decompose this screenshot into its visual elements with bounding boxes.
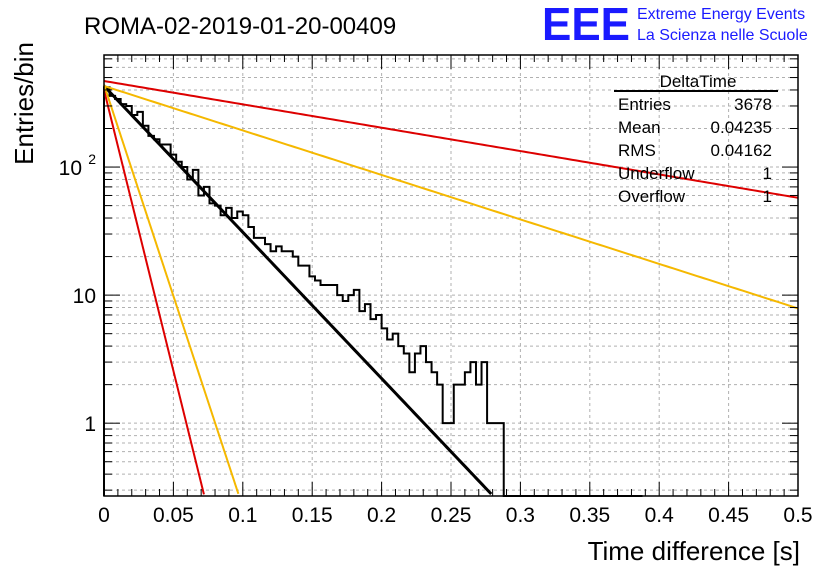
stats-row-label: RMS — [618, 141, 656, 160]
stats-row-label: Overflow — [618, 187, 686, 206]
x-tick-label: 0.25 — [431, 504, 472, 527]
fit-curve — [102, 84, 493, 496]
x-tick-label: 0.15 — [292, 504, 333, 527]
stats-row-label: Entries — [618, 95, 671, 114]
x-tick-label: 0.05 — [153, 504, 194, 527]
chart-title: ROMA-02-2019-01-20-00409 — [84, 13, 396, 40]
stats-row-value: 3678 — [734, 95, 772, 114]
y-axis-label: Entries/bin — [9, 42, 39, 165]
histogram — [103, 86, 643, 497]
histogram-outline — [103, 86, 643, 497]
x-tick-label: 0.4 — [645, 504, 675, 527]
stats-row-value: 0.04162 — [711, 141, 772, 160]
fit-curves — [102, 80, 799, 496]
axes: 0 0.05 0.1 0.15 0.2 0.25 0.3 0.35 0.4 0.45 0.5 1 10 1… — [59, 54, 813, 527]
stats-box: DeltaTime Entries 3678 Mean 0.04235 RMS 0.0416… — [614, 72, 778, 206]
eee-logo-mark: EEE — [542, 0, 630, 50]
y-tick-label: 10 — [59, 157, 82, 180]
stats-row-value: 0.04235 — [711, 118, 772, 137]
x-tick-label: 0.1 — [228, 504, 257, 527]
stats-row-label: Underflow — [618, 164, 695, 183]
logo-line-2: La Scienza nelle Scuole — [637, 27, 808, 44]
logo-line-1: Extreme Energy Events — [637, 6, 805, 23]
x-tick-label: 0 — [98, 504, 110, 527]
fit-curve — [103, 84, 799, 310]
x-tick-label: 0.2 — [367, 504, 396, 527]
x-tick-label: 0.35 — [569, 504, 610, 527]
y-tick-label: 1 — [84, 413, 96, 436]
x-tick-label: 0.5 — [783, 504, 812, 527]
fit-curve — [103, 84, 240, 495]
stats-row-label: Mean — [618, 118, 661, 137]
y-tick-label-exponent: 2 — [88, 151, 96, 167]
eee-logo: EEE Extreme Energy Events La Scienza nel… — [542, 0, 808, 50]
x-axis-label: Time difference [s] — [588, 536, 800, 566]
x-tick-label: 0.45 — [708, 504, 749, 527]
stats-row-value: 1 — [763, 187, 772, 206]
fit-curve — [103, 89, 205, 495]
stats-title: DeltaTime — [660, 72, 737, 91]
stats-row-value: 1 — [763, 164, 772, 183]
x-tick-label: 0.3 — [506, 504, 535, 527]
fit-curve — [103, 80, 799, 199]
y-tick-label: 10 — [73, 285, 96, 308]
